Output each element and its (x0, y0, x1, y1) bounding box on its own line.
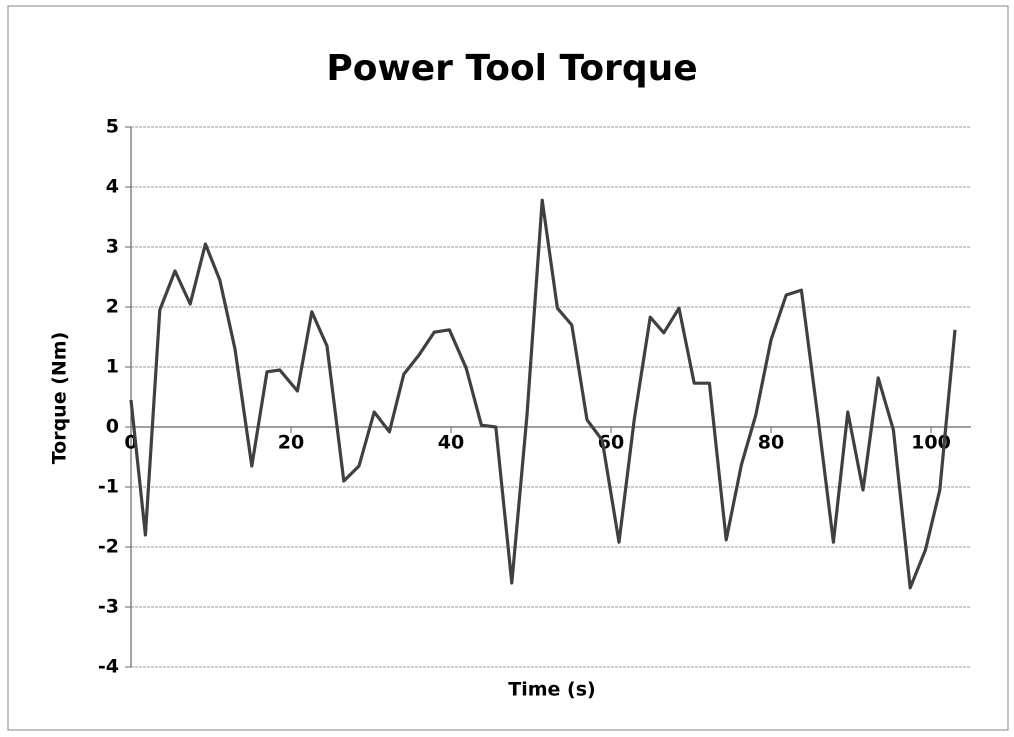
x-tick-label: 100 (911, 432, 951, 454)
y-tick-label: 1 (106, 356, 119, 378)
y-tick-label: -3 (98, 596, 119, 618)
x-tick-label: 20 (278, 432, 304, 454)
y-axis-title: Torque (Nm) (49, 332, 71, 465)
y-tick-label: 3 (106, 236, 119, 258)
y-tick-label: -4 (98, 656, 119, 678)
y-tick-label: 2 (106, 296, 119, 318)
x-axis-title: Time (s) (508, 679, 595, 701)
chart-frame (7, 5, 1009, 731)
y-tick-label: 4 (106, 176, 119, 198)
x-tick-label: 40 (438, 432, 464, 454)
data-line (129, 198, 957, 590)
y-tick-label: 0 (106, 416, 119, 438)
x-tick-label: 80 (758, 432, 784, 454)
y-tick-label: -1 (98, 476, 119, 498)
y-tick-label: -2 (98, 536, 119, 558)
chart-title: Power Tool Torque (326, 48, 697, 89)
y-tick-label: 5 (106, 116, 119, 138)
